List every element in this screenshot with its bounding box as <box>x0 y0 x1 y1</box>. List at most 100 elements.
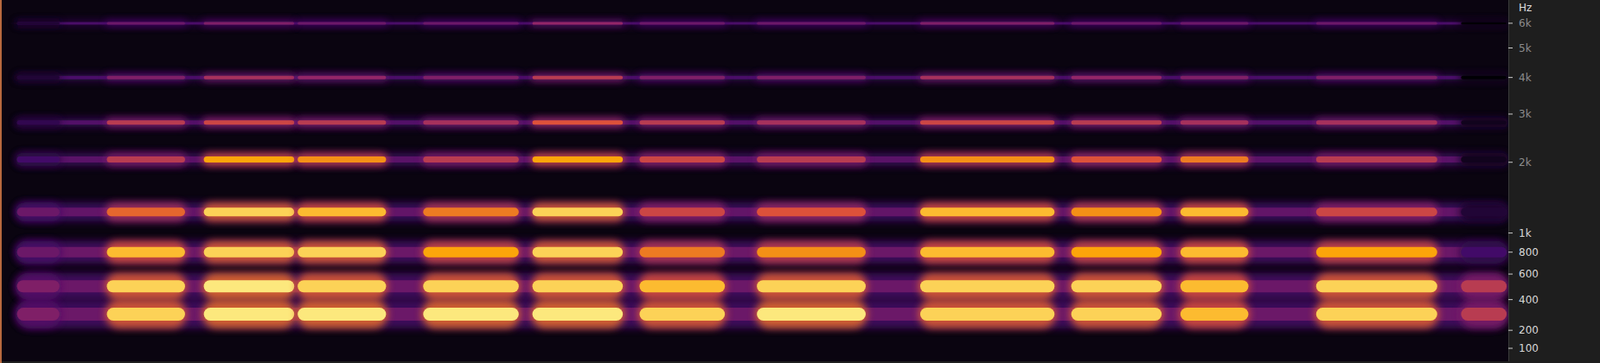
harmonic-glow <box>295 300 388 329</box>
harmonic-segment <box>639 21 725 25</box>
harmonic-glow <box>531 153 626 167</box>
harmonic-segment <box>1071 76 1163 80</box>
harmonic-glow <box>202 202 297 222</box>
harmonic-glow <box>1178 117 1251 128</box>
harmonic-segment <box>920 207 1055 217</box>
harmonic-segment <box>1460 156 1507 163</box>
harmonic-glow <box>1069 300 1165 329</box>
harmonic-segment <box>756 247 866 258</box>
harmonic-glow <box>202 241 297 264</box>
harmonic-segment <box>297 207 386 217</box>
harmonic-glow <box>531 73 626 82</box>
harmonic-glow <box>295 202 388 222</box>
harmonic-glow <box>421 20 520 27</box>
harmonic-glow <box>531 117 626 128</box>
harmonic-glow <box>202 273 297 301</box>
y-tick <box>1508 299 1513 301</box>
harmonic-glow <box>15 273 62 301</box>
harmonic-segment <box>17 120 60 125</box>
harmonic-glow <box>105 73 187 82</box>
harmonic-glow <box>1459 153 1509 167</box>
harmonic-glow <box>755 273 868 301</box>
harmonic-glow <box>1314 202 1440 222</box>
harmonic-segment <box>1460 307 1507 321</box>
harmonic-segment <box>756 280 866 293</box>
harmonic-segment <box>17 120 1507 125</box>
y-tick-label: 4k <box>1518 71 1532 84</box>
harmonic-segment <box>639 207 725 217</box>
spectrogram-marks <box>15 20 1509 329</box>
harmonic-segment <box>422 280 519 293</box>
harmonic-glow <box>1459 202 1509 222</box>
harmonic-glow <box>531 20 626 27</box>
y-tick-label: 400 <box>1518 294 1539 307</box>
harmonic-segment <box>1316 307 1438 321</box>
harmonic-segment <box>204 207 295 217</box>
harmonic-segment <box>1180 280 1249 293</box>
harmonic-glow <box>1069 202 1165 222</box>
harmonic-segment <box>297 76 386 80</box>
harmonic-glow <box>755 20 868 27</box>
harmonic-glow <box>202 73 297 82</box>
harmonic-segment <box>422 120 519 125</box>
harmonic-segment <box>17 280 1507 293</box>
harmonic-segment <box>204 21 295 25</box>
harmonic-segment <box>532 247 624 258</box>
harmonic-segment <box>1316 247 1438 258</box>
y-tick <box>1508 232 1513 234</box>
harmonic-glow <box>15 153 62 167</box>
harmonic-segment <box>107 156 186 163</box>
y-tick <box>1508 47 1513 49</box>
harmonic-segment <box>639 120 725 125</box>
harmonic-glow <box>637 241 727 264</box>
harmonic-glow <box>202 300 297 329</box>
y-axis-line <box>1508 0 1510 362</box>
harmonic-glow <box>1314 241 1440 264</box>
harmonic-glow <box>918 73 1056 82</box>
harmonic-glow <box>1069 20 1165 27</box>
harmonic-glow <box>202 20 297 27</box>
harmonic-glow <box>105 20 187 27</box>
harmonic-segment <box>920 156 1055 163</box>
harmonic-segment <box>107 247 186 258</box>
harmonic-segment <box>17 307 1507 321</box>
harmonic-glow <box>15 73 1509 82</box>
harmonic-glow <box>15 20 1509 27</box>
harmonic-segment <box>17 156 1507 163</box>
harmonic-segment <box>532 21 624 25</box>
harmonic-segment <box>1316 280 1438 293</box>
harmonic-segment <box>639 280 725 293</box>
harmonic-glow <box>295 273 388 301</box>
harmonic-glow <box>637 273 727 301</box>
harmonic-segment <box>1316 156 1438 163</box>
y-tick-label: 600 <box>1518 268 1539 281</box>
harmonic-segment <box>1180 156 1249 163</box>
harmonic-segment <box>297 120 386 125</box>
harmonic-segment <box>756 76 866 80</box>
harmonic-segment <box>204 156 295 163</box>
harmonic-segment <box>532 307 624 321</box>
harmonic-segment <box>756 120 866 125</box>
y-tick-label: 3k <box>1518 108 1532 121</box>
y-tick-label: 2k <box>1518 156 1532 169</box>
harmonic-segment <box>17 307 60 321</box>
harmonic-glow <box>531 300 626 329</box>
y-tick-label: 1k <box>1518 227 1532 240</box>
harmonic-glow <box>15 300 62 329</box>
y-tick <box>1508 76 1513 78</box>
harmonic-segment <box>639 76 725 80</box>
harmonic-segment <box>1460 21 1507 25</box>
harmonic-glow <box>531 273 626 301</box>
y-tick-label: 800 <box>1518 246 1539 259</box>
harmonic-segment <box>639 156 725 163</box>
harmonic-segment <box>204 247 295 258</box>
harmonic-segment <box>17 76 60 80</box>
harmonic-glow <box>918 20 1056 27</box>
harmonic-glow <box>105 300 187 329</box>
harmonic-glow <box>421 241 520 264</box>
harmonic-segment <box>532 207 624 217</box>
harmonic-glow <box>637 73 727 82</box>
harmonic-segment <box>204 307 295 321</box>
harmonic-glow <box>918 117 1056 128</box>
harmonic-segment <box>1180 207 1249 217</box>
